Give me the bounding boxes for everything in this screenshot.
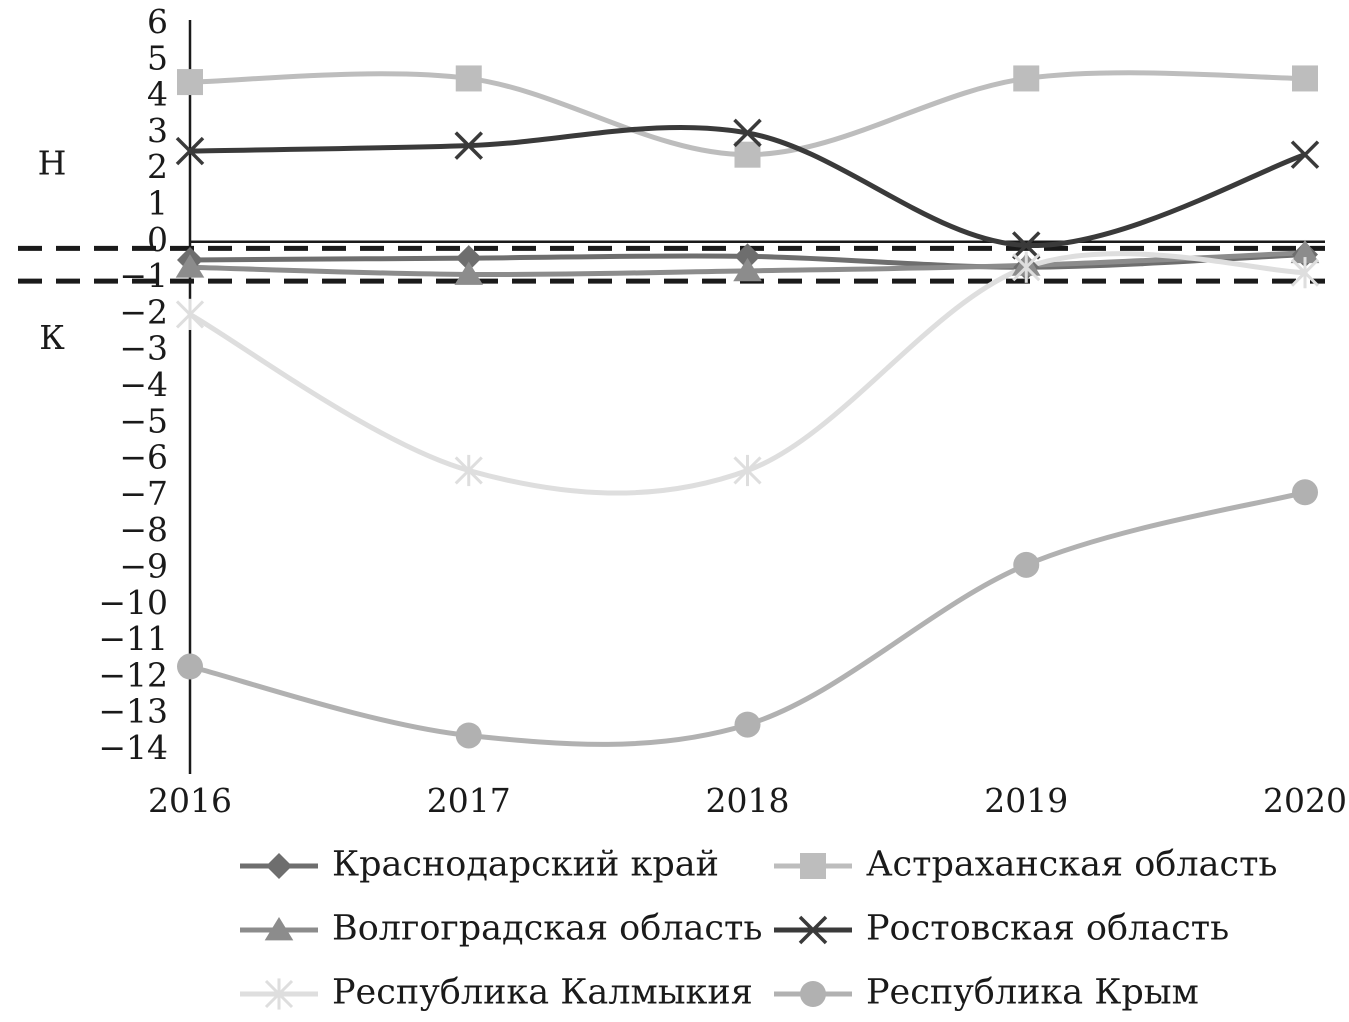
y-tick-label: 6: [147, 2, 168, 41]
legend-label: Астраханская область: [866, 845, 1278, 885]
data-point: [1012, 251, 1041, 283]
y-tick-label: −7: [119, 474, 168, 513]
x-tick-label: 2019: [984, 781, 1068, 820]
legend-label: Республика Калмыкия: [332, 973, 753, 1013]
legend: Краснодарский край Астраханская область Во…: [240, 845, 1278, 1013]
y-tick-label: 5: [147, 38, 168, 77]
y-tick-label: −10: [98, 583, 168, 622]
data-point: [454, 261, 484, 285]
data-point: [1290, 257, 1320, 289]
data-point: [454, 131, 483, 160]
data-point: [455, 245, 482, 272]
y-tick-label: −2: [119, 292, 168, 331]
legend-label: Волгоградская область: [332, 909, 762, 949]
data-point: [734, 243, 761, 270]
data-point: [1292, 479, 1318, 506]
y-tick-label: 3: [147, 111, 168, 150]
y-tick-label: 2: [147, 147, 168, 186]
data-point: [733, 257, 762, 282]
legend-swatch-marker: [264, 917, 294, 941]
y-tick-label: 0: [147, 220, 168, 259]
legend-item: Краснодарский край: [240, 845, 719, 885]
data-point: [177, 653, 203, 680]
legend-swatch-marker: [266, 853, 292, 879]
y-tick-label: −8: [119, 510, 168, 549]
y-tick-label: −14: [98, 728, 168, 767]
data-point: [1012, 231, 1041, 260]
reference-lines: [18, 240, 1325, 284]
legend-item: Астраханская область: [774, 845, 1278, 885]
data-point: [1013, 551, 1040, 578]
y-tick-label: −5: [119, 401, 168, 440]
data-point: [733, 454, 762, 487]
y-tick-label: −9: [119, 547, 168, 586]
legend-item: Республика Крым: [774, 973, 1199, 1013]
data-point: [1290, 140, 1320, 169]
data-point: [177, 69, 203, 96]
data-point: [455, 65, 482, 92]
legend-label: Республика Крым: [866, 973, 1199, 1013]
y-tick-label: −13: [98, 692, 168, 731]
y-tick-label: 1: [147, 184, 168, 223]
x-tick-label: 2016: [148, 781, 232, 820]
y-tick-label: −1: [119, 256, 168, 295]
legend-item: Ростовская область: [774, 909, 1229, 949]
data-point: [175, 254, 205, 278]
data-point: [734, 711, 761, 738]
legend-swatch-marker: [798, 915, 828, 945]
y-tick-label: 4: [147, 75, 168, 114]
x-tick-label: 2020: [1263, 781, 1347, 820]
legend-item: Волгоградская область: [240, 909, 762, 949]
series-lines: [187, 70, 1308, 747]
x-tick-label: 2017: [427, 781, 511, 820]
data-point: [1013, 65, 1040, 92]
data-point: [1292, 65, 1318, 92]
series-line: [187, 251, 1308, 496]
legend-item: Республика Калмыкия: [240, 973, 753, 1013]
series-line: [187, 489, 1308, 747]
data-point: [454, 454, 483, 487]
data-point: [175, 136, 205, 166]
y-tick-label: −11: [98, 619, 168, 658]
legend-label: Краснодарский край: [332, 845, 719, 885]
y-tick-label: −6: [119, 438, 168, 477]
x-tick-label: 2018: [706, 781, 790, 820]
legend-swatch-marker: [800, 981, 826, 1007]
zone-label-lower: К: [39, 318, 65, 357]
x-axis-tick-labels: 2016 2017 2018 2019 2020: [148, 781, 1347, 820]
data-point: [455, 722, 482, 749]
zone-label-upper: Н: [38, 144, 67, 183]
legend-swatch-marker: [264, 978, 294, 1010]
data-point: [733, 118, 762, 148]
legend-label: Ростовская область: [866, 909, 1229, 949]
y-tick-label: −4: [119, 365, 168, 404]
y-tick-label: −3: [119, 329, 168, 368]
data-point: [1290, 239, 1320, 264]
legend-swatch-marker: [800, 853, 826, 879]
y-tick-label: −12: [98, 655, 168, 694]
data-point: [175, 298, 205, 330]
data-point: [734, 141, 761, 168]
series-markers: [175, 65, 1320, 749]
